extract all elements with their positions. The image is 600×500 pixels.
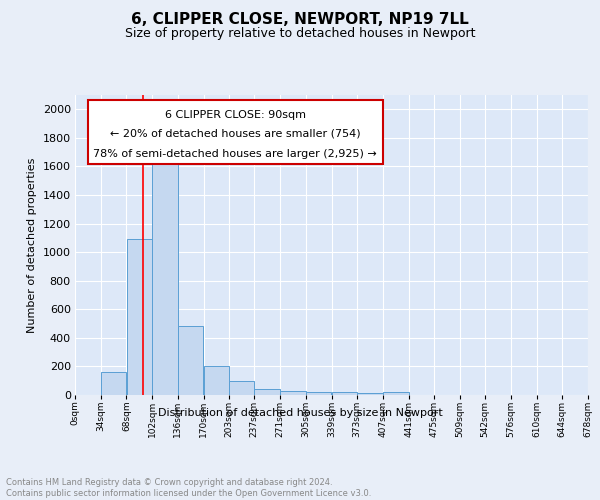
Bar	[280, 392, 305, 395]
Bar	[152, 162, 178, 395]
Bar	[383, 392, 409, 395]
Text: Size of property relative to detached houses in Newport: Size of property relative to detached ho…	[125, 28, 475, 40]
Bar	[332, 392, 357, 395]
Bar	[127, 240, 152, 395]
Text: Distribution of detached houses by size in Newport: Distribution of detached houses by size …	[158, 408, 442, 418]
Bar	[204, 366, 229, 395]
Bar	[254, 390, 280, 395]
Text: 6, CLIPPER CLOSE, NEWPORT, NP19 7LL: 6, CLIPPER CLOSE, NEWPORT, NP19 7LL	[131, 12, 469, 28]
Bar	[178, 326, 203, 395]
Text: ← 20% of detached houses are smaller (754): ← 20% of detached houses are smaller (75…	[110, 128, 361, 138]
Bar	[101, 372, 127, 395]
Y-axis label: Number of detached properties: Number of detached properties	[27, 158, 37, 332]
Text: Contains HM Land Registry data © Crown copyright and database right 2024.
Contai: Contains HM Land Registry data © Crown c…	[6, 478, 371, 498]
Bar	[229, 380, 254, 395]
FancyBboxPatch shape	[88, 100, 383, 164]
Bar	[306, 392, 331, 395]
Text: 78% of semi-detached houses are larger (2,925) →: 78% of semi-detached houses are larger (…	[94, 149, 377, 159]
Bar	[358, 392, 383, 395]
Text: 6 CLIPPER CLOSE: 90sqm: 6 CLIPPER CLOSE: 90sqm	[165, 110, 306, 120]
